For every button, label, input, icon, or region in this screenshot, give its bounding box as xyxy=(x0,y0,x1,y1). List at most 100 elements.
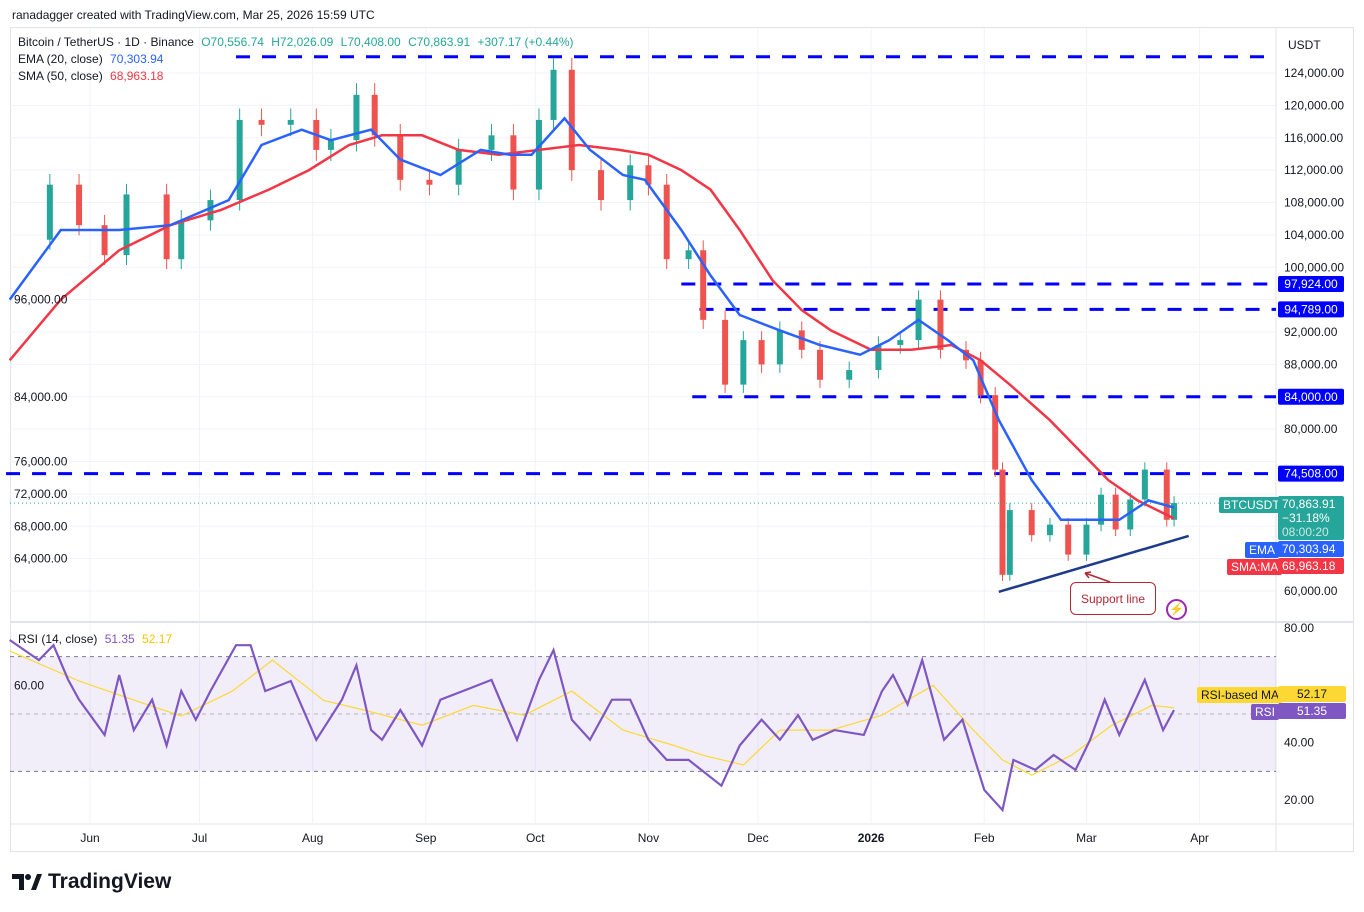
rsi-tick-label: 60.00 xyxy=(14,678,44,692)
legend-close: C70,863.91 xyxy=(408,35,471,49)
candle-body xyxy=(488,135,495,150)
legend-sma-value: 68,963.18 xyxy=(110,69,164,83)
legend-rsi-ma-value: 52.17 xyxy=(142,632,173,646)
sma-50-line xyxy=(8,134,1175,520)
rsi-ma-line xyxy=(9,650,1175,776)
price-tick-label: 60,000.00 xyxy=(1284,584,1338,598)
price-tick-label: 108,000.00 xyxy=(1284,196,1344,210)
legend-rsi-row[interactable]: RSI (14, close) 51.35 52.17 xyxy=(18,632,176,646)
price-tick-label: 88,000.00 xyxy=(1284,357,1338,371)
tradingview-logo[interactable]: TradingView xyxy=(12,870,171,894)
rsi-ma-value-tag: 52.17 xyxy=(1278,686,1346,702)
ema-name-tag: EMA xyxy=(1245,542,1280,558)
candle-body xyxy=(937,299,944,350)
btc-price-change: −31.18% xyxy=(1282,511,1330,525)
candle-body xyxy=(327,140,334,150)
legend-ema-row[interactable]: EMA (20, close) 70,303.94 xyxy=(18,52,167,66)
time-tick-label: Jul xyxy=(192,831,207,845)
candle-body xyxy=(1028,510,1035,536)
price-tick-label: 72,000.00 xyxy=(14,487,68,501)
level-price-label: 97,924.00 xyxy=(1284,277,1338,291)
rsi-value-tag: 51.35 xyxy=(1278,703,1346,719)
time-tick-label: Apr xyxy=(1190,831,1209,845)
support-trendline xyxy=(998,534,1190,594)
candle-body xyxy=(798,330,805,350)
candle-body xyxy=(123,194,130,256)
candle-body xyxy=(776,330,783,365)
legend-ema-label: EMA (20, close) xyxy=(18,52,103,66)
candle-body xyxy=(287,119,294,125)
legend-ema-value: 70,303.94 xyxy=(110,52,164,66)
candle-body xyxy=(258,119,265,125)
candle-body xyxy=(1163,469,1170,520)
candle-body xyxy=(992,395,999,470)
candle-body xyxy=(645,165,652,185)
sma-value-tag: 68,963.18 xyxy=(1278,558,1344,574)
legend-rsi-value: 51.35 xyxy=(104,632,135,646)
rsi-line xyxy=(9,639,1175,813)
lightning-icon[interactable]: ⚡ xyxy=(1166,599,1187,620)
btc-price-value: 70,863.91 xyxy=(1282,497,1336,511)
btc-bar-timer: 08:00:20 xyxy=(1282,525,1329,539)
price-tick-label: 92,000.00 xyxy=(1284,325,1338,339)
candle-body xyxy=(897,340,904,345)
legend-low: L70,408.00 xyxy=(340,35,401,49)
btc-price-name-tag: BTCUSDT xyxy=(1219,497,1284,513)
level-price-tag xyxy=(1278,465,1344,482)
candle-body xyxy=(568,69,575,171)
level-price-label: 84,000.00 xyxy=(1284,390,1338,404)
legend-sma-label: SMA (50, close) xyxy=(18,69,103,83)
price-tick-label: 116,000.00 xyxy=(1284,131,1343,145)
price-tick-label: 124,000.00 xyxy=(1284,66,1344,80)
tradingview-logo-icon xyxy=(12,874,42,890)
time-tick-label: Oct xyxy=(526,831,545,845)
candle-body xyxy=(426,179,433,185)
legend-high: H72,026.09 xyxy=(271,35,334,49)
candle-body xyxy=(397,135,404,180)
candle-body xyxy=(510,135,517,190)
candle-body xyxy=(46,184,53,240)
rsi-tick-label: 80.00 xyxy=(1284,621,1314,635)
candle-body xyxy=(999,469,1006,575)
candle-body xyxy=(550,69,557,120)
candle-body xyxy=(627,165,634,201)
legend-open: O70,556.74 xyxy=(201,35,264,49)
legend-symbol-row: Bitcoin / TetherUS · 1D · Binance O70,55… xyxy=(18,35,578,49)
time-tick-label: Nov xyxy=(638,831,659,845)
rsi-ma-name-tag: RSI-based MA xyxy=(1197,687,1284,703)
support-line-annotation[interactable]: Support line xyxy=(1070,582,1156,615)
candle-body xyxy=(875,344,882,371)
legend-symbol[interactable]: Bitcoin / TetherUS · 1D · Binance xyxy=(18,35,194,49)
price-tick-label: 100,000.00 xyxy=(1284,260,1344,274)
candle-body xyxy=(1083,524,1090,555)
candle-body xyxy=(1141,469,1148,500)
tradingview-logo-text: TradingView xyxy=(48,870,172,893)
legend-sma-row[interactable]: SMA (50, close) 68,963.18 xyxy=(18,69,167,83)
price-tick-label: 84,000.00 xyxy=(14,390,68,404)
candle-body xyxy=(722,319,729,385)
chart-frame xyxy=(10,27,1354,852)
time-tick-label: Mar xyxy=(1076,831,1097,845)
price-tick-label: 96,000.00 xyxy=(14,293,68,307)
candle-body xyxy=(76,184,83,226)
price-tick-label: 80,000.00 xyxy=(1284,422,1338,436)
level-price-label: 94,789.00 xyxy=(1284,302,1338,316)
btc-price-tag: 70,863.91 −31.18% 08:00:20 xyxy=(1278,496,1344,540)
candle-body xyxy=(178,220,185,260)
currency-label[interactable]: USDT xyxy=(1288,38,1321,52)
annotation-arrow xyxy=(1084,571,1111,583)
price-tick-label: 64,000.00 xyxy=(14,552,68,566)
ema-20-line xyxy=(8,116,1175,522)
candle-body xyxy=(1112,494,1119,530)
level-price-tag xyxy=(1278,388,1344,405)
candle-body xyxy=(846,370,853,380)
candle-body xyxy=(1127,499,1134,530)
candle-body xyxy=(1006,510,1013,575)
level-price-label: 74,508.00 xyxy=(1284,467,1338,481)
level-price-tag xyxy=(1278,276,1344,293)
ema-value-tag: 70,303.94 xyxy=(1278,541,1344,557)
time-tick-label: Sep xyxy=(415,831,437,845)
candle-body xyxy=(758,340,765,365)
sma-name-tag: SMA:MA xyxy=(1227,559,1283,575)
